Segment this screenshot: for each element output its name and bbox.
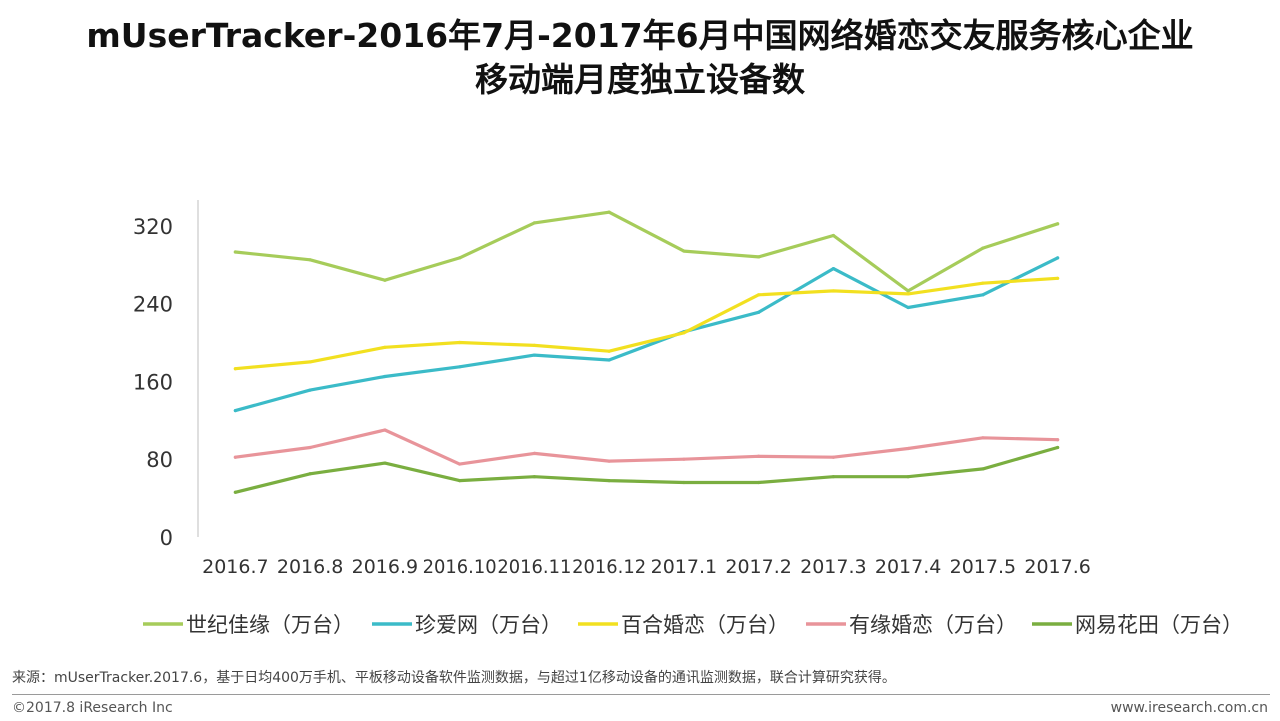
- x-tick-label: 2017.2: [725, 556, 791, 578]
- data-point: [458, 340, 462, 345]
- footer-divider: [12, 694, 1270, 695]
- data-point: [906, 305, 910, 310]
- chart-title: mUserTracker-2016年7月-2017年6月中国网络婚恋交友服务核心…: [0, 14, 1280, 102]
- data-point: [831, 233, 835, 238]
- data-point: [233, 250, 237, 254]
- legend-label: 珍爱网（万台）: [415, 613, 562, 637]
- data-point: [831, 455, 835, 459]
- series-lines: [233, 210, 1060, 494]
- data-point: [607, 478, 611, 483]
- x-tick-label: 2017.1: [651, 556, 717, 578]
- data-point: [383, 428, 387, 432]
- chart-title-line2: 移动端月度独立设备数: [475, 60, 805, 99]
- legend: 世纪佳缘（万台） 珍爱网（万台） 百合婚恋（万台） 有缘婚恋（万台） 网易花田（万台）: [143, 613, 1243, 637]
- x-tick-label: 2017.5: [950, 556, 1016, 578]
- data-point: [383, 278, 387, 282]
- data-point: [682, 249, 686, 253]
- x-tick-label: 2016.8: [277, 556, 343, 578]
- data-point: [1056, 445, 1060, 450]
- data-point: [981, 281, 985, 285]
- data-point: [308, 472, 312, 476]
- series-line-4: [233, 428, 1060, 466]
- data-point: [308, 445, 312, 450]
- data-point: [757, 310, 761, 314]
- x-tick-label: 2017.6: [1024, 556, 1090, 578]
- data-point: [233, 490, 237, 494]
- y-tick-label: 0: [160, 526, 173, 550]
- legend-label: 网易花田（万台）: [1075, 613, 1243, 637]
- data-point: [682, 331, 686, 335]
- data-point: [831, 266, 835, 271]
- data-point: [757, 480, 761, 485]
- data-point: [607, 358, 611, 362]
- data-point: [831, 289, 835, 293]
- data-point: [532, 451, 536, 455]
- data-point: [383, 374, 387, 379]
- data-point: [532, 221, 536, 225]
- data-point: [233, 408, 237, 413]
- legend-label: 世纪佳缘（万台）: [186, 613, 354, 637]
- y-tick-label: 160: [133, 370, 173, 394]
- data-point: [1056, 222, 1060, 226]
- data-point: [1056, 256, 1060, 260]
- y-tick-label: 320: [133, 215, 173, 239]
- y-tick-label: 240: [133, 293, 173, 317]
- legend-label: 百合婚恋（万台）: [621, 613, 789, 637]
- data-point: [981, 293, 985, 297]
- data-point: [981, 467, 985, 471]
- x-tick-label: 2017.4: [875, 556, 941, 578]
- x-tick-label: 2016.9: [352, 556, 418, 578]
- data-point: [981, 436, 985, 440]
- data-point: [906, 446, 910, 451]
- data-point: [607, 459, 611, 463]
- data-point: [757, 255, 761, 259]
- data-point: [383, 461, 387, 465]
- series-line-5: [233, 445, 1060, 494]
- website-link[interactable]: www.iresearch.com.cn: [1110, 700, 1268, 716]
- data-point: [532, 343, 536, 348]
- data-point: [757, 454, 761, 458]
- data-point: [532, 475, 536, 479]
- data-point: [906, 475, 910, 479]
- series-line-2: [233, 256, 1060, 413]
- legend-label: 有缘婚恋（万台）: [849, 613, 1017, 637]
- data-point: [233, 455, 237, 459]
- data-point: [831, 475, 835, 479]
- data-point: [682, 480, 686, 485]
- data-point: [458, 256, 462, 260]
- x-tick-label: 2017.3: [800, 556, 866, 578]
- data-point: [308, 258, 312, 262]
- data-point: [981, 246, 985, 250]
- data-point: [906, 289, 910, 293]
- x-tick-label: 2016.10: [423, 556, 497, 578]
- data-point: [607, 210, 611, 214]
- data-point: [308, 360, 312, 364]
- chart-title-line1: mUserTracker-2016年7月-2017年6月中国网络婚恋交友服务核心…: [86, 16, 1194, 55]
- data-point: [458, 462, 462, 466]
- data-point: [233, 367, 237, 371]
- data-point: [532, 353, 536, 357]
- data-point: [682, 457, 686, 461]
- data-point: [308, 388, 312, 392]
- data-point: [1056, 276, 1060, 280]
- x-tick-label: 2016.12: [572, 556, 646, 578]
- data-point: [607, 349, 611, 353]
- series-line-1: [233, 210, 1060, 293]
- data-point: [906, 292, 910, 296]
- source-note: 来源：mUserTracker.2017.6，基于日均400万手机、平板移动设备…: [12, 670, 896, 686]
- data-point: [383, 345, 387, 349]
- copyright-text: ©2017.8 iResearch Inc: [12, 700, 173, 716]
- x-tick-label: 2016.7: [202, 556, 268, 578]
- series-line-3: [233, 276, 1060, 371]
- y-tick-label: 80: [146, 448, 173, 472]
- data-point: [1056, 438, 1060, 442]
- x-tick-label: 2016.11: [497, 556, 571, 578]
- data-point: [458, 365, 462, 369]
- data-point: [757, 293, 761, 297]
- data-point: [458, 478, 462, 483]
